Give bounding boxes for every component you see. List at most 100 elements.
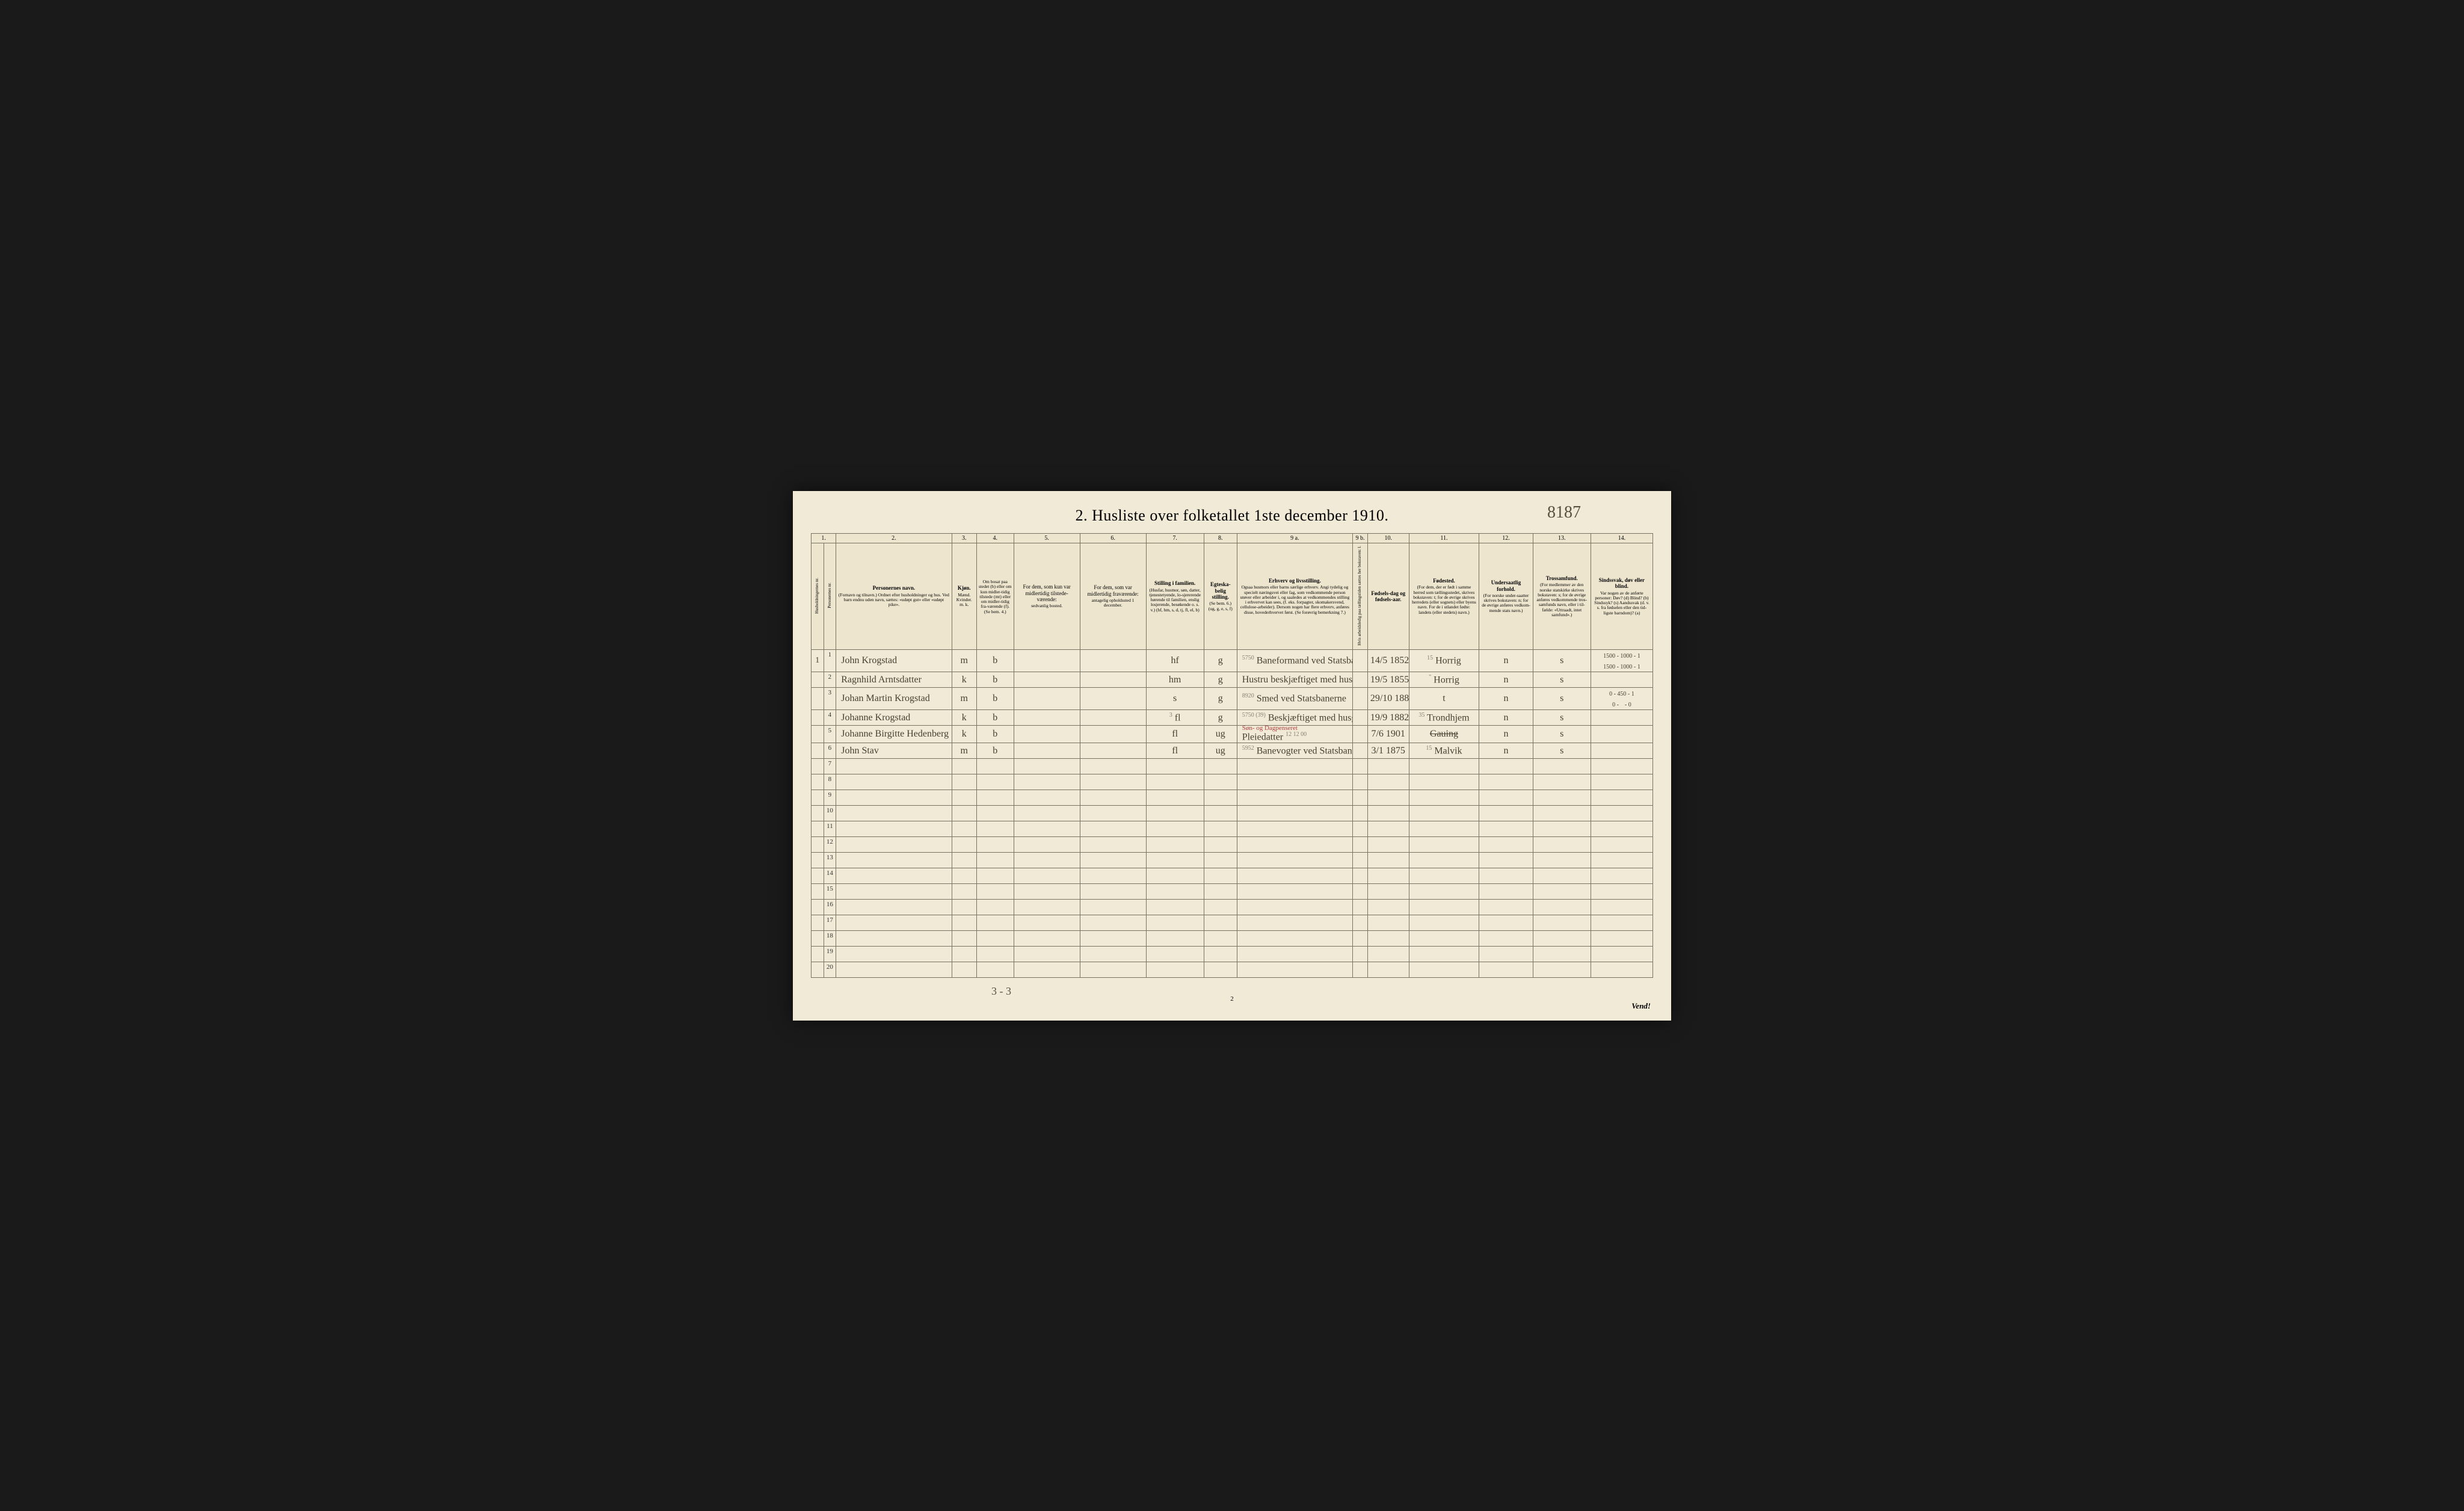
cell: 7 <box>824 759 836 774</box>
cell <box>1367 821 1409 837</box>
cell <box>812 710 824 726</box>
cell <box>1353 947 1368 962</box>
cell: John Krogstad <box>836 650 952 672</box>
cell: 19 <box>824 947 836 962</box>
cell <box>1367 947 1409 962</box>
cell <box>1353 900 1368 915</box>
cell: 5750 Baneformand ved Statsbanen <box>1237 650 1352 672</box>
cell <box>952 790 976 806</box>
cell <box>1353 672 1368 688</box>
cell <box>1204 915 1237 931</box>
colnum-9b: 9 b. <box>1353 533 1368 543</box>
cell: b <box>976 710 1014 726</box>
cell <box>836 900 952 915</box>
cell <box>1146 931 1204 947</box>
cell: Ragnhild Arntsdatter <box>836 672 952 688</box>
cell: 1 <box>812 650 824 672</box>
cell <box>1237 900 1352 915</box>
cell: 15 Malvik <box>1409 743 1479 759</box>
cell <box>836 759 952 774</box>
cell: 3 fl <box>1146 710 1204 726</box>
footer-left-note: 3 - 3 <box>991 985 1011 998</box>
cell <box>1353 853 1368 868</box>
cell <box>812 931 824 947</box>
cell <box>1479 790 1533 806</box>
cell <box>1204 962 1237 978</box>
cell <box>1204 774 1237 790</box>
cell <box>1353 743 1368 759</box>
cell <box>1237 915 1352 931</box>
cell <box>1409 947 1479 962</box>
cell: fl <box>1146 726 1204 743</box>
table-row: 3Johan Martin Krogstadmbsg8920 Smed ved … <box>812 688 1653 710</box>
cell <box>1591 931 1652 947</box>
cell <box>1409 759 1479 774</box>
header-c9a: Erhverv og livsstilling. Ogsaa husmors e… <box>1237 543 1352 650</box>
cell <box>1353 915 1368 931</box>
cell <box>1014 726 1080 743</box>
cell: 29/10 1884 <box>1367 688 1409 710</box>
cell: k <box>952 672 976 688</box>
cell <box>812 962 824 978</box>
cell <box>1479 915 1533 931</box>
cell: hf <box>1146 650 1204 672</box>
cell: 3 <box>824 688 836 710</box>
table-row: 6John Stavmbflug5952 Banevogter ved Stat… <box>812 743 1653 759</box>
cell <box>952 853 976 868</box>
cell <box>952 837 976 853</box>
cell <box>1533 774 1591 790</box>
cell <box>1080 774 1146 790</box>
cell: b <box>976 743 1014 759</box>
cell: 15 <box>824 884 836 900</box>
cell <box>1533 759 1591 774</box>
cell <box>1367 806 1409 821</box>
cell <box>952 931 976 947</box>
cell <box>812 790 824 806</box>
cell <box>1533 947 1591 962</box>
cell <box>1591 900 1652 915</box>
cell: Gauing <box>1409 726 1479 743</box>
cell <box>1409 884 1479 900</box>
cell <box>1479 931 1533 947</box>
cell <box>836 821 952 837</box>
cell <box>976 853 1014 868</box>
cell <box>1479 853 1533 868</box>
cell <box>836 915 952 931</box>
cell <box>1367 962 1409 978</box>
cell <box>1367 900 1409 915</box>
cell <box>1146 853 1204 868</box>
cell: 4 <box>824 710 836 726</box>
cell: 13 <box>824 853 836 868</box>
cell <box>1146 947 1204 962</box>
colnum-7: 7. <box>1146 533 1204 543</box>
cell <box>1367 868 1409 884</box>
cell <box>1237 853 1352 868</box>
cell <box>1353 806 1368 821</box>
cell <box>1014 947 1080 962</box>
header-c14: Sindssvak, døv eller blind. Var nogen av… <box>1591 543 1652 650</box>
cell: t <box>1409 688 1479 710</box>
cell <box>1591 915 1652 931</box>
cell <box>1080 900 1146 915</box>
cell <box>1237 806 1352 821</box>
cell <box>836 837 952 853</box>
table-row-empty: 14 <box>812 868 1653 884</box>
cell <box>1591 853 1652 868</box>
cell <box>1080 853 1146 868</box>
cell <box>1237 790 1352 806</box>
cell <box>836 806 952 821</box>
cell: 14 <box>824 868 836 884</box>
cell <box>1409 962 1479 978</box>
cell <box>812 726 824 743</box>
cell <box>836 884 952 900</box>
cell <box>1533 853 1591 868</box>
table-row-empty: 7 <box>812 759 1653 774</box>
cell <box>952 915 976 931</box>
header-c8: Egteska-belig stilling. (Se bem. 6.) (ug… <box>1204 543 1237 650</box>
cell: hm <box>1146 672 1204 688</box>
census-table: 1. 2. 3. 4. 5. 6. 7. 8. 9 a. 9 b. 10. 11… <box>811 533 1653 978</box>
cell <box>1479 821 1533 837</box>
header-c12: Undersaatlig forhold. (For norske under-… <box>1479 543 1533 650</box>
cell <box>812 806 824 821</box>
cell <box>1014 790 1080 806</box>
